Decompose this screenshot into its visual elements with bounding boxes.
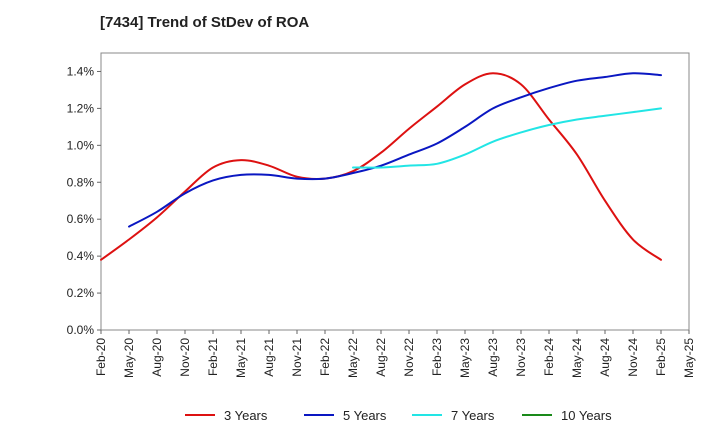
- x-tick-label: May-21: [234, 338, 248, 378]
- y-tick-label: 0.6%: [67, 212, 95, 226]
- series-layer: [100, 72, 662, 261]
- x-tick-label: Aug-22: [374, 338, 388, 377]
- x-tick-label: May-24: [570, 338, 584, 378]
- legend-label-3-years: 3 Years: [224, 408, 268, 423]
- x-tick-label: Feb-20: [94, 338, 108, 376]
- series-line-3-years: [100, 72, 662, 261]
- tick-labels: 0.0% 0.2% 0.4% 0.6% 0.8% 1.0% 1.2% 1.4% Feb-20 Ma…: [67, 64, 696, 378]
- legend-label-10-years: 10 Years: [561, 408, 612, 423]
- series-line-7-years: [352, 107, 662, 169]
- x-tick-label: Feb-24: [542, 338, 556, 376]
- series-line-5-years: [128, 72, 662, 228]
- legend: 3 Years 5 Years 7 Years 10 Years: [185, 408, 612, 423]
- x-tick-label: Feb-25: [654, 338, 668, 376]
- x-tick-label: May-22: [346, 338, 360, 378]
- y-tick-label: 0.8%: [67, 175, 95, 189]
- legend-label-7-years: 7 Years: [451, 408, 495, 423]
- x-tick-label: May-20: [122, 338, 136, 378]
- x-tick-label: Feb-23: [430, 338, 444, 376]
- x-tick-label: Nov-22: [402, 338, 416, 377]
- x-tick-label: Feb-21: [206, 338, 220, 376]
- x-tick-label: Aug-20: [150, 338, 164, 377]
- y-tick-label: 0.2%: [67, 286, 95, 300]
- x-tick-label: Nov-20: [178, 338, 192, 377]
- x-tick-label: Aug-21: [262, 338, 276, 377]
- x-tick-label: Nov-23: [514, 338, 528, 377]
- x-tick-label: Nov-21: [290, 338, 304, 377]
- x-tick-label: Aug-23: [486, 338, 500, 377]
- y-tick-label: 1.4%: [67, 64, 95, 78]
- axis-layer: [97, 52, 690, 334]
- x-tick-label: Aug-24: [598, 338, 612, 377]
- x-tick-label: May-25: [682, 338, 696, 378]
- plot-frame: [100, 52, 690, 331]
- y-tick-label: 1.0%: [67, 138, 95, 152]
- y-tick-label: 1.2%: [67, 101, 95, 115]
- x-tick-label: Nov-24: [626, 338, 640, 377]
- y-tick-label: 0.4%: [67, 249, 95, 263]
- x-tick-label: May-23: [458, 338, 472, 378]
- legend-label-5-years: 5 Years: [343, 408, 387, 423]
- chart-title: [7434] Trend of StDev of ROA: [100, 14, 310, 31]
- y-tick-label: 0.0%: [67, 323, 95, 337]
- x-tick-label: Feb-22: [318, 338, 332, 376]
